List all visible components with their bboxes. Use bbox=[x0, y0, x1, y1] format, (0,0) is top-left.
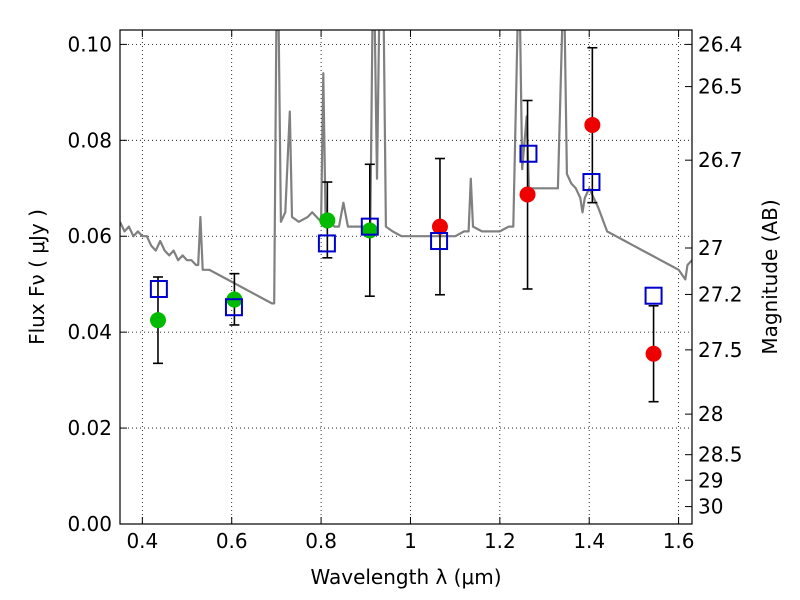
model-square-point bbox=[360, 217, 379, 236]
y-tick-label: 0.02 bbox=[67, 416, 112, 440]
model-square-point bbox=[644, 286, 663, 305]
mag-tick-label: 27.5 bbox=[698, 338, 743, 362]
model-square-point bbox=[519, 144, 538, 163]
x-axis-label: Wavelength λ (μm) bbox=[310, 565, 501, 589]
mag-tick-label: 29 bbox=[698, 468, 723, 492]
model-square-point bbox=[317, 234, 336, 253]
x-tick-label: 0.4 bbox=[126, 529, 158, 553]
model-square-point bbox=[224, 298, 243, 317]
green-data-point bbox=[361, 222, 378, 239]
x-tick-label: 0.6 bbox=[216, 529, 248, 553]
plot-frame bbox=[119, 29, 693, 525]
mag-tick-label: 26.5 bbox=[698, 75, 743, 99]
mag-tick-label: 27 bbox=[698, 236, 723, 260]
model-square-point bbox=[430, 232, 449, 251]
red-data-point bbox=[584, 116, 601, 133]
x-tick-label: 1 bbox=[404, 529, 417, 553]
mag-tick-label: 26.4 bbox=[698, 32, 743, 56]
mag-tick-label: 28.5 bbox=[698, 443, 743, 467]
y-tick-label: 0.00 bbox=[67, 512, 112, 536]
y-axis-label: Flux Fν ( μJy ) bbox=[25, 209, 49, 345]
model-square-point bbox=[582, 173, 601, 192]
mag-tick-label: 27.2 bbox=[698, 282, 743, 306]
mag-tick-label: 30 bbox=[698, 495, 723, 519]
grid bbox=[120, 30, 692, 525]
x-tick-label: 0.8 bbox=[305, 529, 337, 553]
spectrum-series bbox=[120, 30, 692, 305]
mag-tick-label: 26.7 bbox=[698, 148, 743, 172]
y2-axis-label: Magnitude (AB) bbox=[758, 199, 782, 354]
errorbars bbox=[152, 46, 659, 403]
x-tick-label: 1.6 bbox=[663, 529, 695, 553]
y-tick-label: 0.08 bbox=[67, 128, 112, 152]
mag-tick-label: 28 bbox=[698, 402, 723, 426]
data-points bbox=[149, 116, 663, 362]
x-tick-label: 1.4 bbox=[573, 529, 605, 553]
red-data-point bbox=[519, 186, 536, 203]
spectrum-line bbox=[120, 30, 692, 305]
red-data-point bbox=[431, 218, 448, 235]
y-tick-label: 0.04 bbox=[67, 320, 112, 344]
green-data-point bbox=[149, 312, 166, 329]
red-data-point bbox=[645, 345, 662, 362]
y-tick-label: 0.10 bbox=[67, 32, 112, 56]
axis-ticks: 0.4 0.6 0.8 1 1.2 1.4 1.6 0.00 0.02 0.04 0.06 0.08 0… bbox=[67, 30, 743, 553]
x-tick-label: 1.2 bbox=[484, 529, 516, 553]
y-tick-label: 0.06 bbox=[67, 224, 112, 248]
model-square-point bbox=[149, 279, 168, 298]
green-data-point bbox=[319, 212, 336, 229]
